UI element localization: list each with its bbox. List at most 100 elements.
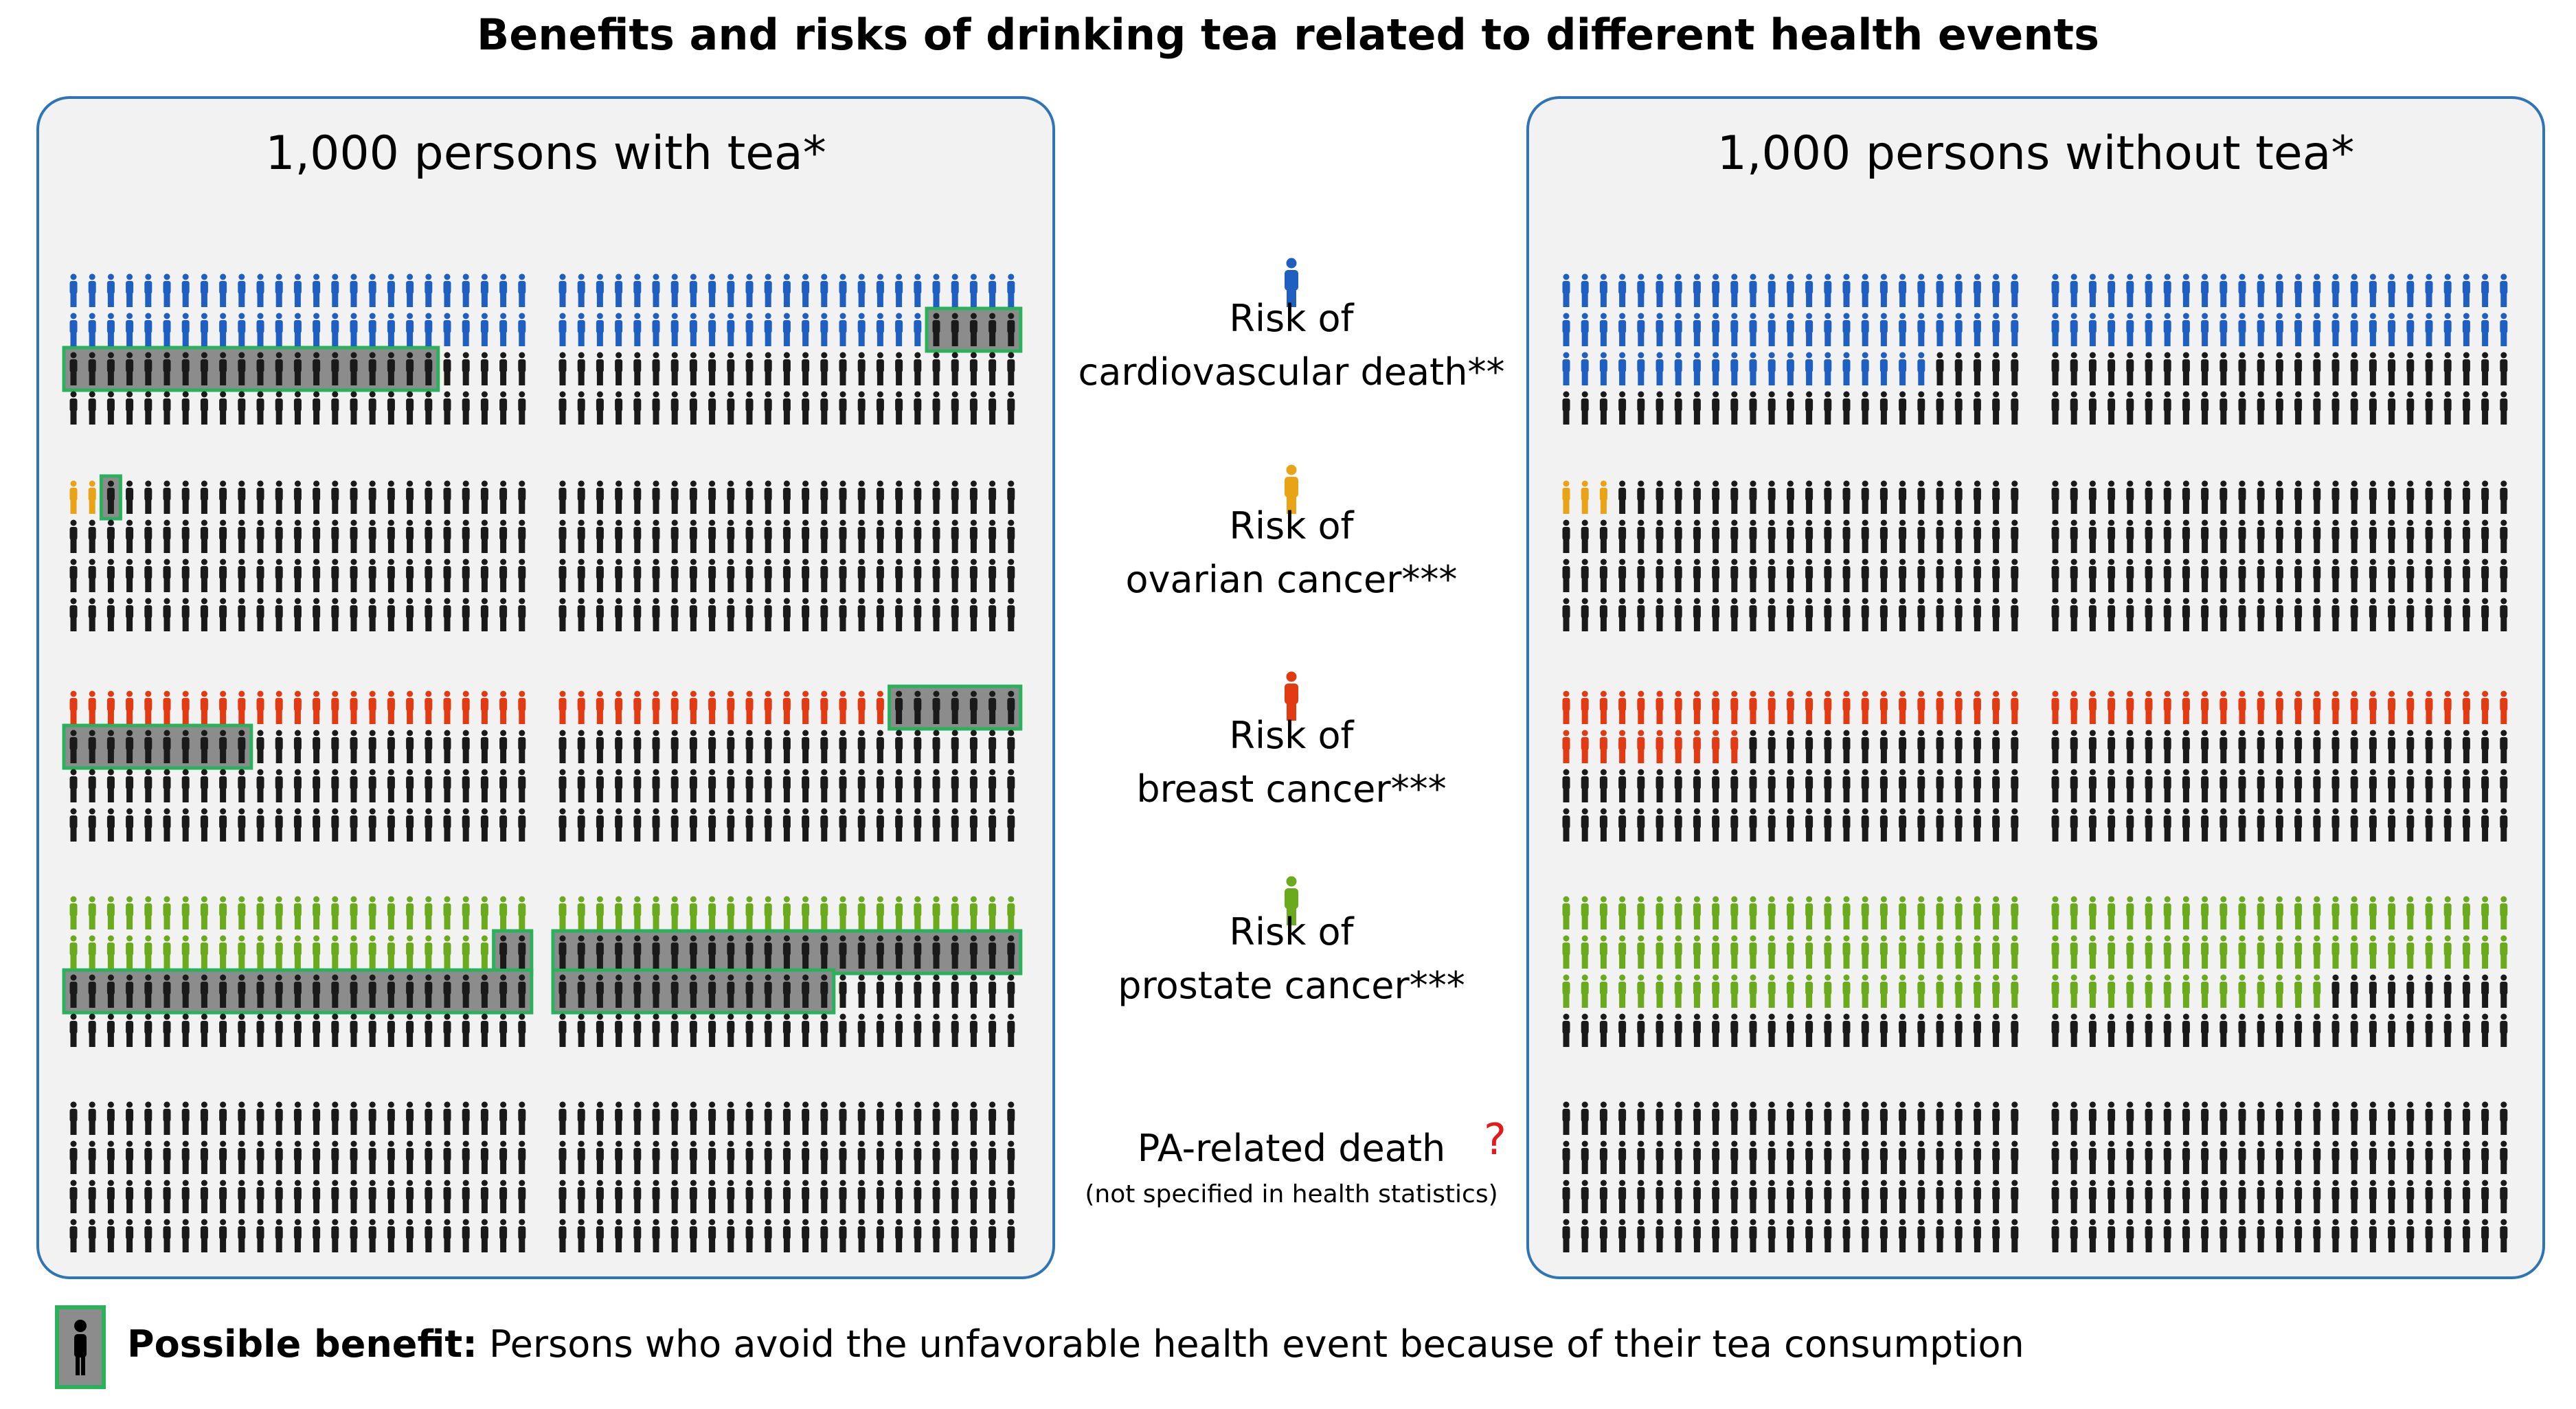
person-icon — [670, 974, 679, 1008]
person-icon — [932, 769, 940, 802]
person-icon — [2331, 273, 2340, 307]
person-icon — [764, 896, 772, 929]
person-icon — [652, 1101, 660, 1135]
person-icon — [1786, 1219, 1794, 1252]
person-icon — [144, 313, 152, 346]
person-icon — [331, 1101, 339, 1135]
person-icon — [1992, 519, 2000, 553]
person-icon — [181, 1180, 190, 1213]
person-icon — [802, 1013, 810, 1047]
person-icon — [368, 1013, 376, 1047]
person-icon — [1562, 352, 1570, 385]
person-icon — [293, 273, 302, 307]
person-icon — [2011, 352, 2019, 385]
person-icon — [1730, 559, 1739, 592]
person-icon — [1749, 273, 1757, 307]
person-icon — [2070, 1013, 2078, 1047]
person-icon — [144, 730, 152, 763]
person-icon — [2201, 769, 2209, 802]
person-icon — [256, 352, 264, 385]
person-icon — [802, 273, 810, 307]
person-icon — [1899, 519, 1907, 553]
person-icon — [652, 598, 660, 631]
person-icon — [727, 273, 735, 307]
person-icon — [1992, 690, 2000, 724]
person-icon — [256, 598, 264, 631]
person-icon — [670, 935, 679, 969]
person-icon — [1917, 730, 1925, 763]
person-icon — [932, 480, 940, 514]
person-icon — [2257, 1219, 2265, 1252]
person-icon — [293, 808, 302, 842]
person-icon — [914, 1140, 922, 1174]
person-icon — [144, 598, 152, 631]
person-icon — [293, 391, 302, 425]
person-icon — [2070, 598, 2078, 631]
person-icon — [1786, 559, 1794, 592]
person-icon — [2425, 313, 2433, 346]
person-icon — [1693, 519, 1701, 553]
person-icon — [689, 808, 697, 842]
person-icon — [1824, 273, 1832, 307]
person-icon — [727, 1101, 735, 1135]
person-icon — [689, 896, 697, 929]
person-icon — [2257, 690, 2265, 724]
person-icon — [2369, 769, 2377, 802]
person-icon — [708, 519, 716, 553]
person-icon — [2108, 1219, 2116, 1252]
person-icon — [782, 313, 791, 346]
person-icon — [689, 273, 697, 307]
person-icon — [2182, 896, 2190, 929]
person-icon — [2275, 598, 2283, 631]
person-icon — [2070, 730, 2078, 763]
person-icon — [727, 480, 735, 514]
person-icon — [2462, 1013, 2470, 1047]
person-icon — [1656, 974, 1664, 1008]
person-icon — [518, 769, 526, 802]
person-icon — [88, 1013, 96, 1047]
person-icon — [2238, 1101, 2246, 1135]
person-icon — [596, 935, 604, 969]
person-icon — [163, 273, 171, 307]
person-icon — [1786, 769, 1794, 802]
person-icon — [1693, 935, 1701, 969]
person-icon — [1562, 730, 1570, 763]
person-icon — [256, 313, 264, 346]
person-icon — [876, 935, 884, 969]
person-icon — [1749, 519, 1757, 553]
person-icon — [727, 896, 735, 929]
person-icon — [2350, 974, 2358, 1008]
person-icon — [708, 974, 716, 1008]
person-icon — [499, 352, 508, 385]
person-icon — [857, 480, 866, 514]
person-icon — [2350, 935, 2358, 969]
person-icon — [932, 1140, 940, 1174]
person-icon — [1861, 313, 1869, 346]
person-icon — [2088, 1140, 2097, 1174]
person-icon — [181, 730, 190, 763]
person-icon — [2443, 1140, 2452, 1174]
person-icon — [558, 769, 567, 802]
person-icon — [406, 1140, 414, 1174]
person-icon — [988, 730, 997, 763]
person-icon — [2350, 690, 2358, 724]
person-icon — [518, 690, 526, 724]
person-icon — [2126, 273, 2134, 307]
person-icon — [670, 1013, 679, 1047]
person-icon — [1637, 598, 1645, 631]
person-icon — [670, 480, 679, 514]
person-icon — [1879, 1180, 1888, 1213]
person-icon — [615, 1180, 623, 1213]
person-icon — [2238, 769, 2246, 802]
person-icon — [2388, 935, 2396, 969]
person-icon — [331, 352, 339, 385]
person-icon — [331, 896, 339, 929]
person-icon — [708, 352, 716, 385]
person-icon — [1936, 1219, 1944, 1252]
person-icon — [689, 313, 697, 346]
person-icon — [2462, 896, 2470, 929]
person-icon — [1936, 391, 1944, 425]
person-icon — [2481, 1101, 2489, 1135]
person-icon — [1749, 896, 1757, 929]
person-icon — [1599, 808, 1607, 842]
